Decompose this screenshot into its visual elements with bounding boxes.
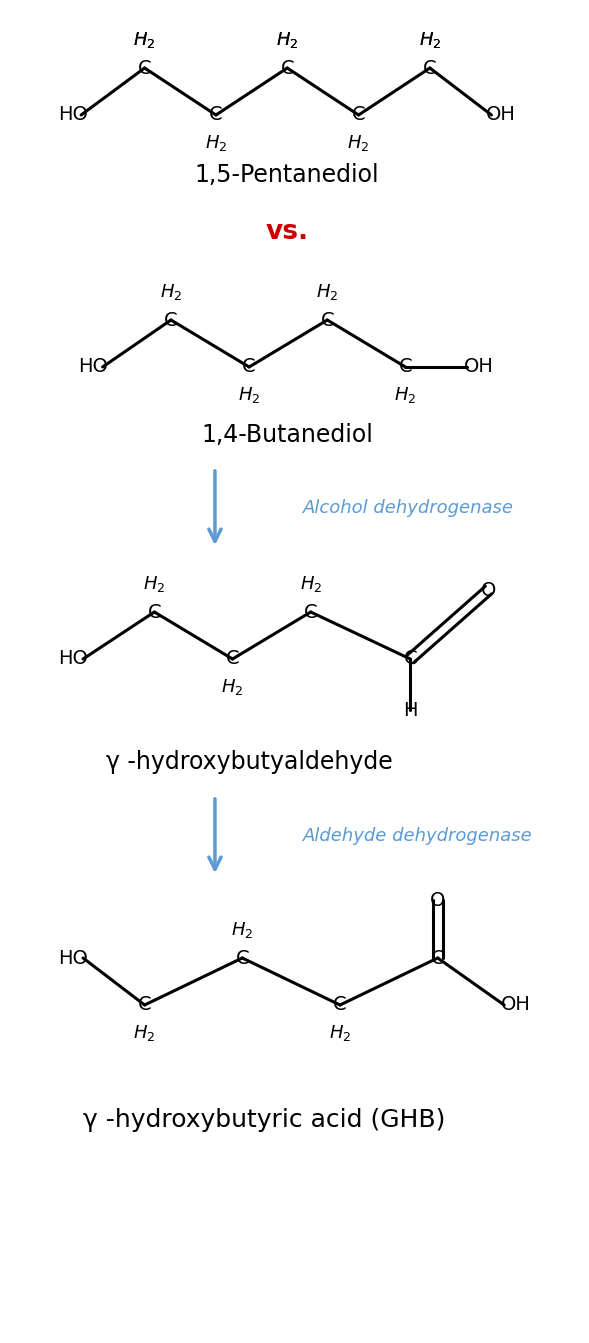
Text: C: C <box>304 603 317 622</box>
Text: $H_2$: $H_2$ <box>205 133 227 153</box>
Text: $H_2$: $H_2$ <box>134 1023 155 1044</box>
Text: $H_2$: $H_2$ <box>300 573 322 594</box>
Text: C: C <box>333 995 347 1014</box>
Text: C: C <box>352 106 365 125</box>
Text: $H_2$: $H_2$ <box>329 1023 351 1044</box>
Text: $H_2$: $H_2$ <box>221 677 244 697</box>
Text: OH: OH <box>487 106 516 125</box>
Text: C: C <box>209 106 223 125</box>
Text: $H_2$: $H_2$ <box>276 30 299 50</box>
Text: $H_2$: $H_2$ <box>231 920 253 940</box>
Text: $H_2$: $H_2$ <box>394 385 416 406</box>
Text: C: C <box>399 357 412 376</box>
Text: C: C <box>423 59 436 78</box>
Text: HO: HO <box>78 357 108 376</box>
Text: $H_2$: $H_2$ <box>316 282 339 302</box>
Text: C: C <box>226 650 239 669</box>
Text: $H_2$: $H_2$ <box>276 30 299 50</box>
Text: C: C <box>164 310 178 329</box>
Text: Alcohol dehydrogenase: Alcohol dehydrogenase <box>303 500 514 517</box>
Text: γ -hydroxybutyaldehyde: γ -hydroxybutyaldehyde <box>106 749 392 774</box>
Text: $H_2$: $H_2$ <box>160 282 182 302</box>
Text: $H_2$: $H_2$ <box>143 573 166 594</box>
Text: $H_2$: $H_2$ <box>134 30 155 50</box>
Text: γ -hydroxybutyric acid (GHB): γ -hydroxybutyric acid (GHB) <box>82 1108 445 1132</box>
Text: $H_2$: $H_2$ <box>134 30 155 50</box>
Text: HO: HO <box>58 650 88 669</box>
Text: C: C <box>138 995 151 1014</box>
Text: C: C <box>138 59 151 78</box>
Text: C: C <box>320 310 334 329</box>
Text: HO: HO <box>58 106 88 125</box>
Text: O: O <box>481 580 496 599</box>
Text: C: C <box>403 650 417 669</box>
Text: O: O <box>430 890 445 909</box>
Text: $H_2$: $H_2$ <box>238 385 260 406</box>
Text: H: H <box>403 701 418 720</box>
Text: HO: HO <box>58 948 88 967</box>
Text: OH: OH <box>501 995 531 1014</box>
Text: C: C <box>431 948 445 967</box>
Text: 1,5-Pentanediol: 1,5-Pentanediol <box>195 163 379 187</box>
Text: C: C <box>280 59 294 78</box>
Text: $H_2$: $H_2$ <box>419 30 441 50</box>
Text: vs.: vs. <box>266 219 309 244</box>
Text: $H_2$: $H_2$ <box>419 30 441 50</box>
Text: C: C <box>242 357 256 376</box>
Text: $H_2$: $H_2$ <box>348 133 370 153</box>
Text: C: C <box>148 603 161 622</box>
Text: 1,4-Butanediol: 1,4-Butanediol <box>201 423 373 447</box>
Text: Aldehyde dehydrogenase: Aldehyde dehydrogenase <box>303 827 532 845</box>
Text: OH: OH <box>464 357 494 376</box>
Text: C: C <box>236 948 249 967</box>
